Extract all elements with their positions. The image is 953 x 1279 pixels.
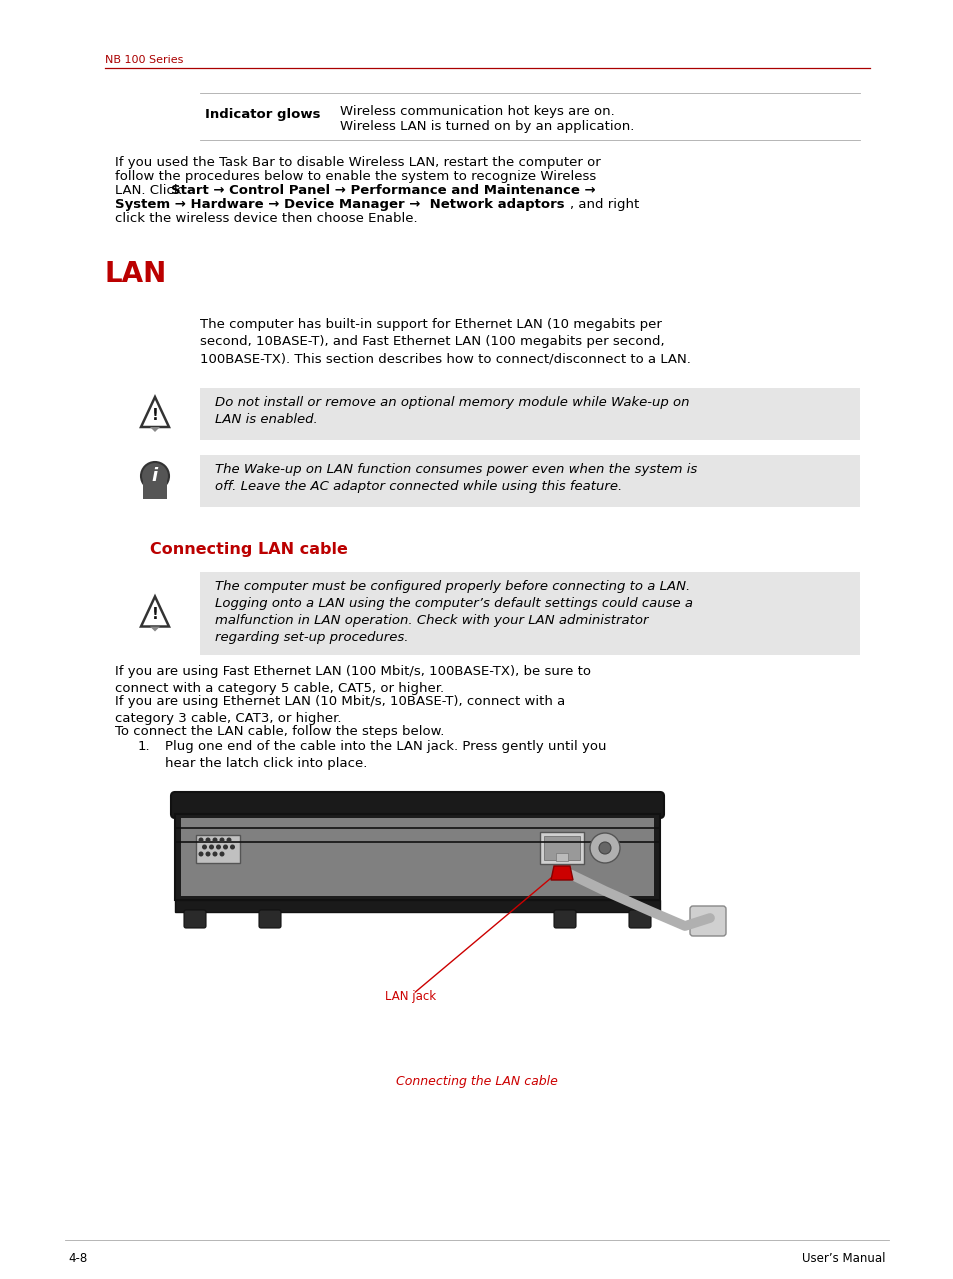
FancyBboxPatch shape bbox=[628, 909, 650, 929]
Circle shape bbox=[216, 845, 220, 849]
Text: Do not install or remove an optional memory module while Wake-up on
LAN is enabl: Do not install or remove an optional mem… bbox=[214, 396, 689, 426]
Text: follow the procedures below to enable the system to recognize Wireless: follow the procedures below to enable th… bbox=[115, 170, 596, 183]
Text: System → Hardware → Device Manager →  Network adaptors: System → Hardware → Device Manager → Net… bbox=[115, 198, 564, 211]
Text: If you used the Task Bar to disable Wireless LAN, restart the computer or: If you used the Task Bar to disable Wire… bbox=[115, 156, 600, 169]
Circle shape bbox=[141, 462, 169, 490]
Circle shape bbox=[206, 838, 210, 842]
Circle shape bbox=[589, 833, 619, 863]
Text: The computer has built-in support for Ethernet LAN (10 megabits per
second, 10BA: The computer has built-in support for Et… bbox=[200, 318, 690, 365]
Text: User’s Manual: User’s Manual bbox=[801, 1252, 885, 1265]
Circle shape bbox=[231, 845, 234, 849]
Text: 4-8: 4-8 bbox=[68, 1252, 87, 1265]
Text: If you are using Ethernet LAN (10 Mbit/s, 10BASE-T), connect with a
category 3 c: If you are using Ethernet LAN (10 Mbit/s… bbox=[115, 694, 565, 725]
Text: NB 100 Series: NB 100 Series bbox=[105, 55, 183, 65]
Polygon shape bbox=[141, 596, 169, 627]
Polygon shape bbox=[141, 396, 169, 427]
FancyBboxPatch shape bbox=[181, 819, 654, 897]
Text: Plug one end of the cable into the LAN jack. Press gently until you
hear the lat: Plug one end of the cable into the LAN j… bbox=[165, 741, 606, 770]
Text: LAN. Click: LAN. Click bbox=[115, 184, 186, 197]
Text: The computer must be configured properly before connecting to a LAN.
Logging ont: The computer must be configured properly… bbox=[214, 579, 692, 645]
Text: Start → Control Panel → Performance and Maintenance →: Start → Control Panel → Performance and … bbox=[171, 184, 595, 197]
Circle shape bbox=[199, 852, 203, 856]
Text: !: ! bbox=[152, 608, 158, 622]
Text: Wireless communication hot keys are on.: Wireless communication hot keys are on. bbox=[339, 105, 614, 118]
Text: Wireless LAN is turned on by an application.: Wireless LAN is turned on by an applicat… bbox=[339, 120, 634, 133]
Circle shape bbox=[213, 852, 216, 856]
FancyBboxPatch shape bbox=[554, 909, 576, 929]
Text: Connecting the LAN cable: Connecting the LAN cable bbox=[395, 1076, 558, 1088]
Text: !: ! bbox=[152, 408, 158, 422]
FancyBboxPatch shape bbox=[174, 813, 659, 900]
Text: To connect the LAN cable, follow the steps below.: To connect the LAN cable, follow the ste… bbox=[115, 725, 444, 738]
Circle shape bbox=[220, 852, 224, 856]
FancyBboxPatch shape bbox=[543, 836, 579, 859]
Text: LAN jack: LAN jack bbox=[385, 990, 436, 1003]
Text: If you are using Fast Ethernet LAN (100 Mbit/s, 100BASE-TX), be sure to
connect : If you are using Fast Ethernet LAN (100 … bbox=[115, 665, 590, 694]
FancyBboxPatch shape bbox=[689, 906, 725, 936]
FancyBboxPatch shape bbox=[184, 909, 206, 929]
FancyBboxPatch shape bbox=[200, 455, 859, 506]
Circle shape bbox=[206, 852, 210, 856]
FancyBboxPatch shape bbox=[556, 853, 567, 861]
FancyBboxPatch shape bbox=[258, 909, 281, 929]
Text: click the wireless device then choose Enable.: click the wireless device then choose En… bbox=[115, 212, 417, 225]
Circle shape bbox=[598, 842, 610, 854]
Polygon shape bbox=[551, 866, 573, 880]
Text: The Wake-up on LAN function consumes power even when the system is
off. Leave th: The Wake-up on LAN function consumes pow… bbox=[214, 463, 697, 492]
Polygon shape bbox=[150, 427, 160, 432]
FancyBboxPatch shape bbox=[195, 835, 240, 863]
FancyBboxPatch shape bbox=[171, 792, 663, 819]
Text: 1.: 1. bbox=[138, 741, 151, 753]
Circle shape bbox=[202, 845, 206, 849]
FancyBboxPatch shape bbox=[539, 833, 583, 865]
Polygon shape bbox=[143, 476, 167, 499]
Circle shape bbox=[199, 838, 203, 842]
Circle shape bbox=[213, 838, 216, 842]
FancyBboxPatch shape bbox=[174, 900, 659, 912]
Circle shape bbox=[210, 845, 213, 849]
Circle shape bbox=[223, 845, 227, 849]
Circle shape bbox=[227, 838, 231, 842]
Polygon shape bbox=[150, 627, 160, 632]
FancyBboxPatch shape bbox=[200, 388, 859, 440]
Text: Connecting LAN cable: Connecting LAN cable bbox=[150, 542, 348, 556]
Text: Indicator glows: Indicator glows bbox=[205, 107, 320, 122]
Text: , and right: , and right bbox=[569, 198, 639, 211]
Text: i: i bbox=[152, 467, 158, 485]
FancyBboxPatch shape bbox=[200, 572, 859, 655]
Circle shape bbox=[220, 838, 224, 842]
Text: LAN: LAN bbox=[105, 260, 167, 288]
